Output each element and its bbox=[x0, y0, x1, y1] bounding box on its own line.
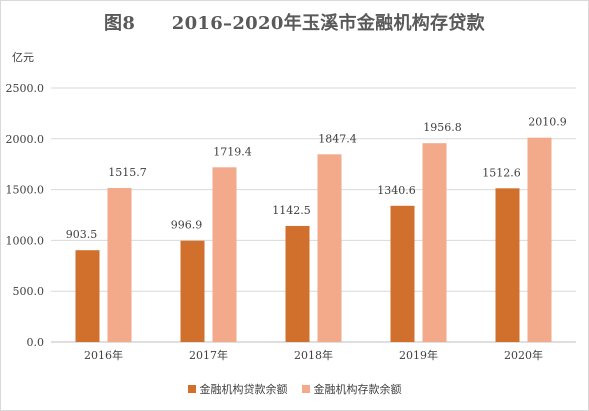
legend-label-deposits: 金融机构存款余额 bbox=[313, 383, 402, 396]
data-label: 996.9 bbox=[171, 219, 203, 232]
data-label: 1142.5 bbox=[272, 204, 311, 217]
bar-loans bbox=[180, 240, 205, 342]
bar-deposits bbox=[422, 143, 447, 342]
data-label: 903.5 bbox=[66, 228, 98, 241]
x-tick-label: 2017年 bbox=[189, 348, 228, 362]
x-tick-label: 2018年 bbox=[294, 348, 333, 362]
bar-loans bbox=[75, 250, 100, 342]
chart-title: 图8 2016–2020年玉溪市金融机构存贷款 bbox=[104, 13, 485, 34]
y-tick-label: 2000.0 bbox=[6, 133, 45, 146]
y-tick-label: 2500.0 bbox=[6, 82, 45, 95]
data-label: 2010.9 bbox=[528, 116, 567, 129]
bar-loans bbox=[285, 225, 310, 342]
data-label: 1340.6 bbox=[377, 184, 416, 197]
y-tick-label: 1500.0 bbox=[6, 184, 45, 197]
x-tick-label: 2020年 bbox=[504, 348, 543, 362]
data-label: 1719.4 bbox=[213, 145, 252, 158]
bar-loans bbox=[495, 188, 520, 342]
data-label: 1515.7 bbox=[108, 166, 147, 179]
bar-loans bbox=[390, 205, 415, 342]
y-tick-label: 500.0 bbox=[13, 285, 45, 298]
chart-legend: 金融机构贷款余额 金融机构存款余额 bbox=[1, 381, 588, 397]
y-axis-unit-label: 亿元 bbox=[12, 51, 34, 64]
legend-label-loans: 金融机构贷款余额 bbox=[199, 383, 288, 396]
legend-swatch-loans bbox=[187, 385, 196, 393]
y-tick-label: 1000.0 bbox=[6, 234, 45, 247]
bar-deposits bbox=[107, 188, 132, 342]
data-label: 1512.6 bbox=[482, 166, 521, 179]
data-label: 1956.8 bbox=[423, 121, 462, 134]
bar-deposits bbox=[317, 154, 342, 342]
x-tick-label: 2016年 bbox=[84, 348, 123, 362]
legend-item-loans: 金融机构贷款余额 bbox=[187, 381, 288, 397]
bar-deposits bbox=[527, 137, 552, 342]
data-label: 1847.4 bbox=[318, 132, 357, 145]
x-tick-label: 2019年 bbox=[399, 348, 438, 362]
legend-swatch-deposits bbox=[301, 385, 310, 393]
y-tick-label: 0.0 bbox=[27, 336, 45, 349]
legend-item-deposits: 金融机构存款余额 bbox=[301, 381, 402, 397]
bar-deposits bbox=[212, 167, 237, 342]
